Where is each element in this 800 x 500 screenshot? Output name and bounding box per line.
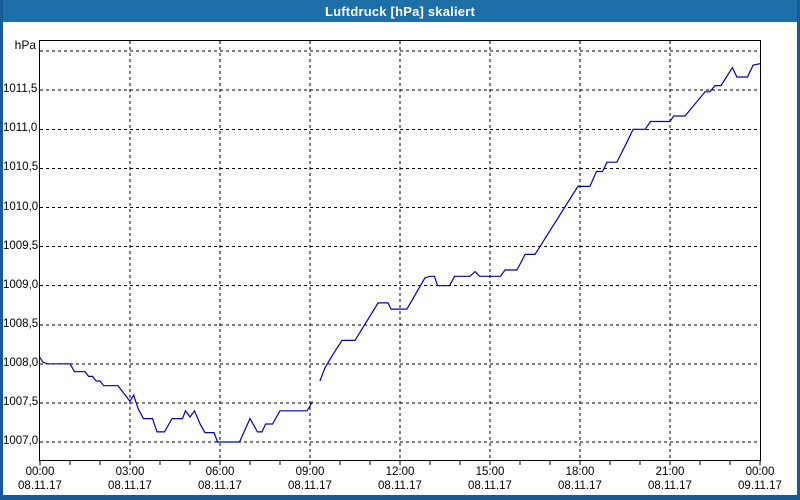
x-tick-label: 18:00 08.11.17 bbox=[540, 466, 620, 493]
y-tick-label: 1008,5 bbox=[3, 317, 39, 330]
x-tick-time: 21:00 bbox=[655, 466, 685, 478]
x-tick-date: 08.11.17 bbox=[648, 479, 692, 492]
x-tick-label: 12:00 08.11.17 bbox=[360, 466, 440, 493]
x-tick-label: 00:00 08.11.17 bbox=[3, 466, 80, 493]
y-tick-label: 1011,5 bbox=[3, 83, 38, 96]
x-tick-date: 08.11.17 bbox=[378, 479, 422, 492]
x-tick-time: 03:00 bbox=[115, 466, 145, 478]
x-tick-date: 08.11.17 bbox=[558, 479, 602, 492]
y-tick-label: 1009,5 bbox=[3, 239, 39, 252]
y-tick-label: 1007,5 bbox=[3, 395, 39, 408]
x-tick-label: 03:00 08.11.17 bbox=[90, 466, 170, 493]
x-tick-label: 09:00 08.11.17 bbox=[270, 466, 350, 493]
y-axis-unit-label: hPa bbox=[14, 38, 36, 52]
x-tick-time: 18:00 bbox=[565, 466, 595, 478]
y-tick-label: 1008,0 bbox=[3, 356, 39, 369]
x-tick-date: 09.11.17 bbox=[738, 479, 782, 492]
x-tick-date: 08.11.17 bbox=[198, 479, 242, 492]
y-tick-label: 1007,0 bbox=[3, 435, 39, 448]
x-tick-time: 00:00 bbox=[745, 466, 775, 478]
y-tick-label: 1009,0 bbox=[3, 278, 39, 291]
plot-area bbox=[39, 40, 761, 465]
window-title: Luftdruck [hPa] skaliert bbox=[325, 3, 475, 19]
x-tick-date: 08.11.17 bbox=[288, 479, 332, 492]
pressure-series-line bbox=[319, 63, 761, 382]
y-tick-label: 1010,0 bbox=[3, 200, 39, 213]
x-tick-label: 06:00 08.11.17 bbox=[180, 466, 260, 493]
y-tick-label: 1010,5 bbox=[3, 161, 39, 174]
x-tick-date: 08.11.17 bbox=[468, 479, 512, 492]
x-tick-time: 12:00 bbox=[385, 466, 415, 478]
x-tick-date: 08.11.17 bbox=[108, 479, 152, 492]
pressure-series-line bbox=[39, 357, 313, 443]
x-tick-time: 00:00 bbox=[25, 466, 55, 478]
y-tick-label: 1011,0 bbox=[3, 122, 38, 135]
x-tick-label: 15:00 08.11.17 bbox=[450, 466, 530, 493]
x-tick-label: 21:00 08.11.17 bbox=[630, 466, 710, 493]
x-tick-time: 09:00 bbox=[295, 466, 325, 478]
pressure-line-chart bbox=[39, 41, 761, 465]
window-titlebar[interactable]: Luftdruck [hPa] skaliert bbox=[3, 0, 797, 22]
x-tick-date: 08.11.17 bbox=[18, 479, 62, 492]
x-tick-time: 06:00 bbox=[205, 466, 235, 478]
x-tick-time: 15:00 bbox=[475, 466, 505, 478]
x-tick-label: 00:00 09.11.17 bbox=[720, 466, 797, 493]
